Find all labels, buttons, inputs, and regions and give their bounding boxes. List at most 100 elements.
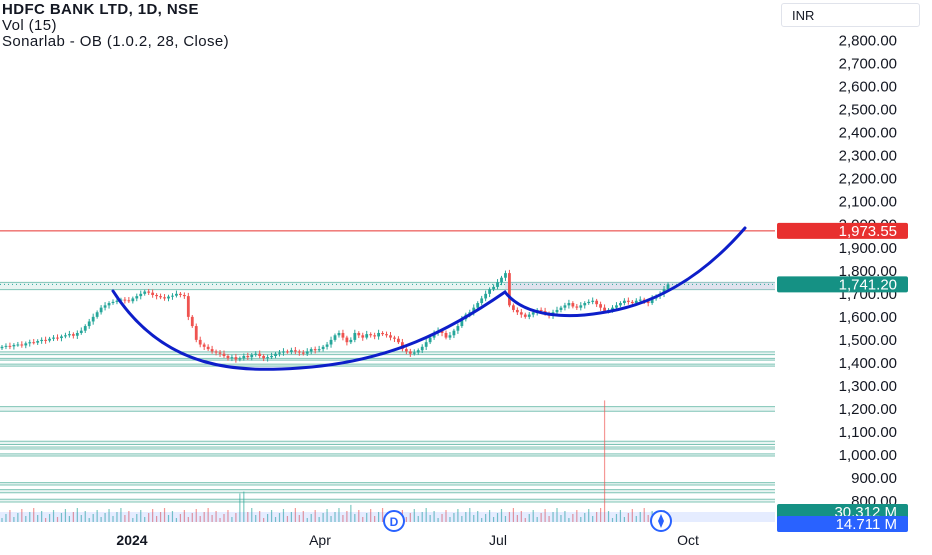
order-block-zones [0,230,775,503]
candle-body [127,300,131,302]
volume-bar [528,514,530,522]
volume-bar [536,517,538,522]
candle-body [103,305,107,308]
order-block-zone [0,358,775,361]
candle-body [131,298,135,302]
currency-selector[interactable]: INR [781,3,920,27]
volume-bar [346,511,348,522]
candle-body [416,350,420,353]
volume-bar [314,510,316,522]
volume-bar [330,516,332,522]
chart-legend: HDFC BANK LTD, 1D, NSE Vol (15) Sonarlab… [2,2,229,50]
candle-body [139,293,143,297]
volume-bar [223,514,225,522]
volume-bar [100,517,102,522]
order-block-zone [0,406,775,412]
volume-bar [286,516,289,522]
candle-body [286,351,289,353]
volume-bar [421,512,423,522]
earnings-event-diamond [658,514,664,528]
volume-bar [159,512,162,522]
volume-bar [132,518,134,522]
volume-bar [183,510,185,522]
candle-body [448,335,452,338]
volume-bar [611,518,614,522]
volume-bar [504,516,507,522]
volume-bar [516,515,518,522]
candle-body [488,289,492,294]
volume-bar [568,518,570,522]
volume-bar [306,518,308,522]
volume-bar [84,511,86,522]
volume-bar [227,510,229,522]
price-tick-label: 2,400.00 [839,125,897,142]
candle-body [460,319,464,327]
price-tick-label: 2,700.00 [839,56,897,73]
volume-bar [572,514,574,522]
candle-body [40,339,44,342]
candle-body [591,300,595,302]
candle-body [519,312,523,315]
candle-body [147,291,151,293]
volume-bar [215,511,217,522]
last-price-badge: 1,741.20 [777,276,908,293]
price-tick-label: 2,800.00 [839,33,897,50]
volume-bar [219,518,221,522]
volume-indicator-label[interactable]: Vol (15) [2,17,57,34]
price-tick-label: 1,400.00 [839,355,897,372]
candle-body [167,296,170,299]
candle-body [75,332,79,336]
candle-body [305,351,309,354]
volume-bar [643,508,645,522]
candle-body [424,342,428,347]
volume-bar [603,400,606,522]
volume-bar [175,518,178,522]
volume-bar [195,509,197,522]
volume-bar [584,513,586,522]
candle-body [230,357,234,359]
volume-bar [532,510,534,522]
volume-bar [92,514,94,522]
volume-bar [108,509,110,522]
candle-body [563,305,567,308]
price-tick-label: 1,500.00 [839,332,897,349]
candle-body [492,286,495,290]
volume-bar [358,510,360,522]
candle-body [349,339,353,343]
candle-body [56,337,59,339]
volume-bar [607,511,610,522]
candle-body [333,335,337,340]
volume-bar [596,512,598,522]
candle-body [182,294,186,297]
candle-body [345,337,349,343]
candle-body [638,299,642,301]
candle-body [626,300,630,302]
candle-body [615,305,618,308]
candle-body [186,296,190,317]
volume-bar [310,514,312,522]
volume-bar [592,516,594,522]
volume-bar [25,516,27,522]
order-block-indicator-label[interactable]: Sonarlab - OB (1.0.2, 28, Close) [2,33,230,50]
candle-body [567,303,571,306]
candle-body [595,300,599,305]
symbol-title[interactable]: HDFC BANK LTD, 1D, NSE [2,1,199,18]
volume-bar [381,508,384,522]
volume-bar [5,514,7,522]
candle-body [12,344,16,347]
candle-body [428,337,432,343]
order-block-zone [0,453,775,456]
candle-body [194,326,198,340]
candle-body [313,349,317,351]
volume-bar [235,513,237,522]
volume-bar [302,511,304,522]
volume-bar [144,517,146,522]
candle-body [238,358,242,360]
volume-bar [496,513,499,522]
price-tick-label: 1,100.00 [839,424,897,441]
volume-bar [560,515,562,522]
volume-bar [120,508,122,522]
